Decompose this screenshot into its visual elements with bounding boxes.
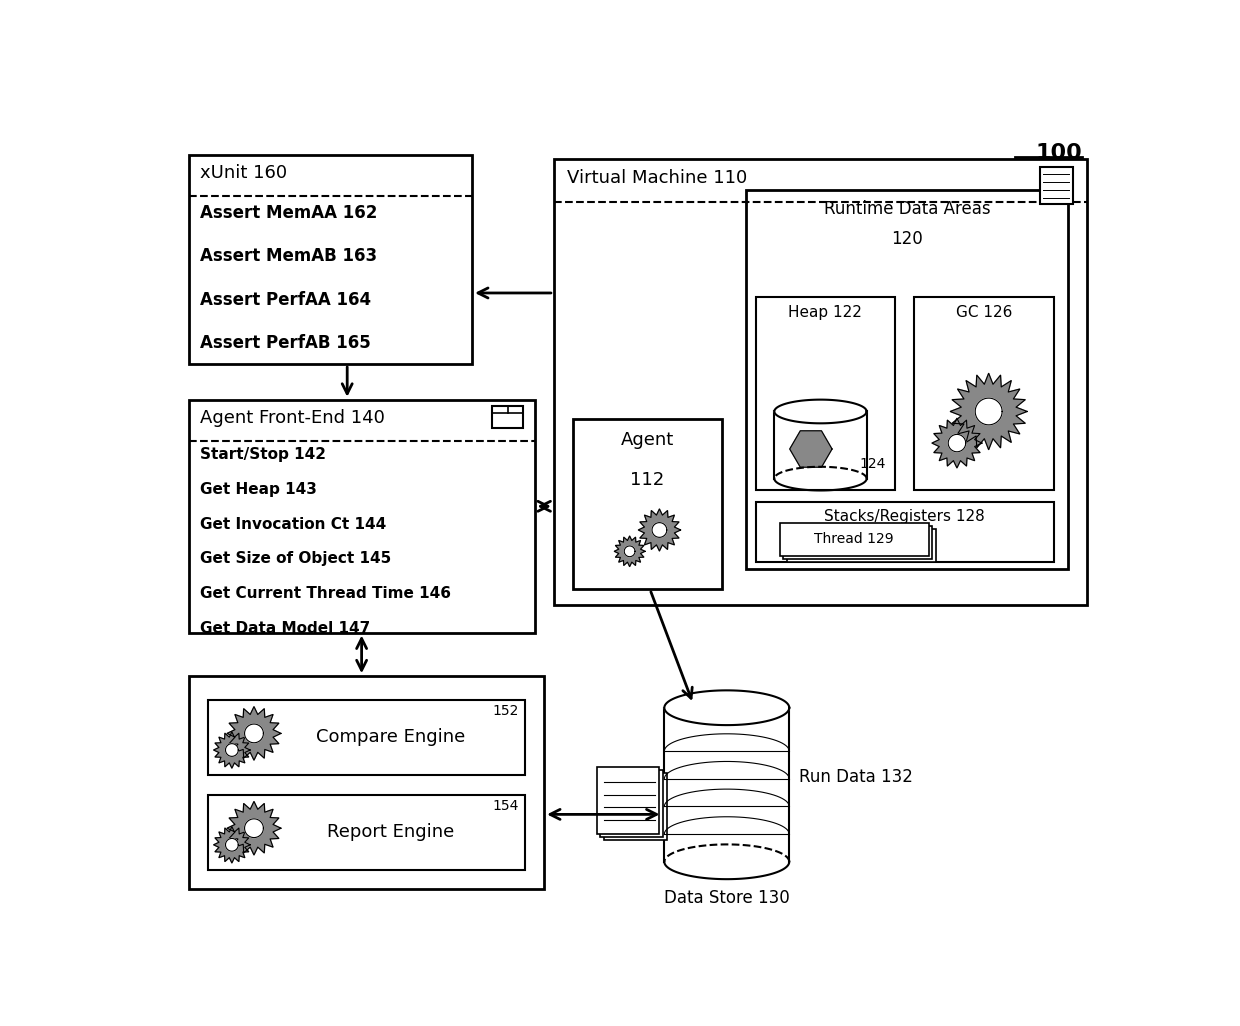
- Text: GC 126: GC 126: [956, 305, 1012, 320]
- Text: Assert PerfAB 165: Assert PerfAB 165: [200, 334, 371, 352]
- FancyBboxPatch shape: [573, 420, 722, 589]
- FancyBboxPatch shape: [188, 676, 544, 890]
- Polygon shape: [624, 546, 635, 557]
- Polygon shape: [226, 744, 238, 756]
- Text: Compare Engine: Compare Engine: [316, 728, 465, 746]
- Polygon shape: [975, 398, 1002, 425]
- Text: Agent: Agent: [621, 431, 675, 449]
- Text: Heap 122: Heap 122: [789, 305, 862, 320]
- Polygon shape: [614, 536, 645, 566]
- Text: Virtual Machine 110: Virtual Machine 110: [567, 169, 748, 187]
- Text: Report Engine: Report Engine: [327, 823, 454, 841]
- Text: 100: 100: [1035, 143, 1083, 163]
- Text: Get Size of Object 145: Get Size of Object 145: [200, 551, 392, 566]
- Polygon shape: [775, 400, 867, 424]
- FancyBboxPatch shape: [1039, 166, 1074, 204]
- FancyBboxPatch shape: [596, 767, 658, 834]
- FancyBboxPatch shape: [208, 700, 525, 775]
- Text: Assert MemAA 162: Assert MemAA 162: [200, 204, 377, 222]
- FancyBboxPatch shape: [755, 503, 1054, 561]
- FancyBboxPatch shape: [554, 159, 1087, 605]
- FancyBboxPatch shape: [188, 155, 472, 364]
- Polygon shape: [227, 801, 281, 855]
- Polygon shape: [652, 522, 667, 538]
- FancyBboxPatch shape: [787, 529, 936, 562]
- FancyBboxPatch shape: [780, 523, 929, 556]
- FancyBboxPatch shape: [604, 774, 667, 840]
- FancyBboxPatch shape: [492, 406, 523, 428]
- Text: Get Current Thread Time 146: Get Current Thread Time 146: [200, 586, 451, 601]
- Polygon shape: [950, 373, 1027, 449]
- Polygon shape: [790, 431, 832, 467]
- FancyBboxPatch shape: [746, 190, 1068, 569]
- Polygon shape: [244, 819, 263, 837]
- Text: Get Invocation Ct 144: Get Invocation Ct 144: [200, 516, 387, 531]
- FancyBboxPatch shape: [600, 771, 663, 837]
- Polygon shape: [244, 724, 263, 743]
- Polygon shape: [213, 827, 250, 863]
- Text: Stacks/Registers 128: Stacks/Registers 128: [825, 509, 985, 523]
- Polygon shape: [949, 434, 966, 451]
- Text: Agent Front-End 140: Agent Front-End 140: [200, 409, 386, 427]
- Text: 120: 120: [892, 230, 923, 247]
- Text: Get Data Model 147: Get Data Model 147: [200, 621, 371, 636]
- Text: xUnit 160: xUnit 160: [200, 164, 288, 183]
- Text: Data Store 130: Data Store 130: [663, 890, 790, 907]
- Polygon shape: [226, 838, 238, 852]
- Text: Run Data 132: Run Data 132: [799, 767, 913, 786]
- FancyBboxPatch shape: [208, 795, 525, 870]
- Text: Assert MemAB 163: Assert MemAB 163: [200, 247, 377, 265]
- FancyBboxPatch shape: [784, 526, 932, 559]
- FancyBboxPatch shape: [755, 297, 895, 490]
- Text: Start/Stop 142: Start/Stop 142: [200, 447, 326, 462]
- Text: 152: 152: [492, 704, 520, 718]
- Text: Assert PerfAA 164: Assert PerfAA 164: [200, 290, 371, 309]
- Text: Thread 129: Thread 129: [815, 531, 894, 546]
- Polygon shape: [227, 707, 281, 760]
- Polygon shape: [665, 690, 789, 725]
- Text: 124: 124: [859, 457, 885, 471]
- Polygon shape: [639, 509, 681, 551]
- Text: Get Heap 143: Get Heap 143: [200, 482, 317, 497]
- Text: 154: 154: [492, 798, 520, 813]
- Polygon shape: [213, 732, 250, 768]
- Text: 112: 112: [630, 471, 665, 488]
- FancyBboxPatch shape: [914, 297, 1054, 490]
- Text: Runtime Data Areas: Runtime Data Areas: [823, 200, 991, 218]
- FancyBboxPatch shape: [188, 400, 534, 633]
- Polygon shape: [932, 419, 982, 468]
